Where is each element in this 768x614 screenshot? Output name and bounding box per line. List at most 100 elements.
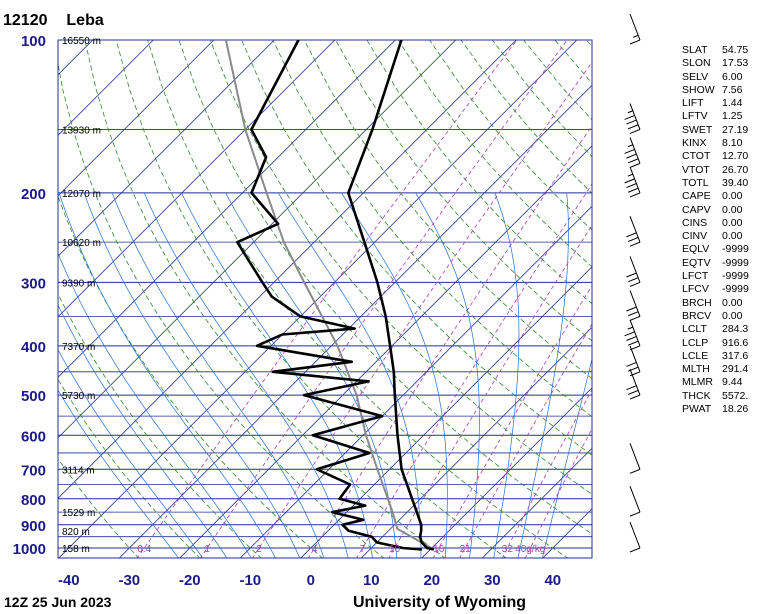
wind-barb bbox=[624, 166, 641, 198]
isotherm--70 bbox=[58, 40, 396, 378]
mixing-ratio-labels: 0.4 1 2 4 7 10 16 21 32 40g/kg bbox=[137, 544, 545, 555]
temperature-tick-label: 20 bbox=[423, 572, 440, 589]
index-name: EQTV bbox=[682, 256, 711, 269]
mixing-ratio-line-1 bbox=[199, 40, 568, 558]
index-value: 284.3 bbox=[722, 323, 749, 336]
dry-adiabat--20 bbox=[58, 378, 201, 558]
mixing-ratio-label: 16 bbox=[433, 544, 445, 555]
index-name: CAPE bbox=[682, 190, 711, 203]
index-name: BRCH bbox=[682, 296, 712, 309]
isotherm--50 bbox=[58, 40, 517, 499]
index-name: LIFT bbox=[682, 97, 704, 110]
index-name: THCK bbox=[682, 389, 711, 402]
wind-barb bbox=[629, 13, 641, 45]
isotherm--30 bbox=[118, 84, 592, 558]
index-name: VTOT bbox=[682, 163, 710, 176]
index-name: CINV bbox=[682, 230, 708, 243]
index-name: MLTH bbox=[682, 363, 710, 376]
dry-adiabat-0 bbox=[58, 195, 323, 558]
index-name: LCLE bbox=[682, 349, 709, 362]
mixing-ratio-label: 10 bbox=[389, 544, 401, 555]
index-row: LFCT -9999 bbox=[682, 270, 749, 283]
mixing-ratio-label: 0.4 bbox=[137, 544, 151, 555]
temperature-tick-label: -40 bbox=[58, 572, 80, 589]
index-row: LCLT 284.3 bbox=[682, 323, 749, 336]
index-name: LFTV bbox=[682, 110, 708, 123]
wind-barb bbox=[626, 368, 641, 400]
observation-time: 12Z 25 Jun 2023 bbox=[4, 594, 112, 610]
moist-adiabat-12 bbox=[181, 192, 373, 558]
mixing-ratio-lines bbox=[136, 40, 592, 558]
index-name: PWAT bbox=[682, 403, 712, 416]
temperature-tick-label: -10 bbox=[239, 572, 261, 589]
dry-adiabat-100 bbox=[335, 40, 592, 342]
pressure-tick-label: 600 bbox=[21, 428, 46, 445]
isotherm--90 bbox=[58, 40, 275, 257]
wind-barb bbox=[629, 521, 641, 553]
dry-adiabat--10 bbox=[58, 292, 262, 558]
plot-frame bbox=[57, 39, 593, 559]
index-row: MLMR 9.44 bbox=[682, 376, 749, 389]
moist-adiabat--8 bbox=[58, 252, 252, 558]
index-row: PWAT 18.26 bbox=[682, 403, 749, 416]
station-id: 12120 bbox=[3, 12, 48, 29]
index-row: SELV 6.00 bbox=[682, 71, 749, 84]
index-row: SLON 17.53 bbox=[682, 57, 749, 70]
index-value: 0.00 bbox=[722, 230, 743, 243]
mixing-ratio-line-4 bbox=[307, 125, 592, 558]
index-value: -9999 bbox=[722, 283, 749, 296]
index-value: 0.00 bbox=[722, 216, 743, 229]
index-value: 5572. bbox=[722, 389, 749, 402]
mixing-ratio-label: 1 bbox=[204, 544, 210, 555]
dry-adiabat-80 bbox=[272, 40, 592, 418]
isotherm--80 bbox=[58, 40, 336, 318]
height-label: 12070 m bbox=[62, 189, 101, 200]
index-value: 12.70 bbox=[722, 150, 749, 163]
wind-barb bbox=[626, 345, 641, 377]
height-label: 5730 m bbox=[62, 391, 95, 402]
isotherm--20 bbox=[179, 145, 592, 558]
wind-barbs bbox=[624, 13, 641, 553]
dry-adiabat-lines bbox=[58, 40, 592, 558]
height-label: 13930 m bbox=[62, 125, 101, 136]
mixing-ratio-label: 32 bbox=[502, 544, 514, 555]
pressure-tick-label: 900 bbox=[21, 518, 46, 535]
index-name: MLMR bbox=[682, 376, 713, 389]
mixing-ratio-line-32 bbox=[501, 389, 592, 558]
dry-adiabat-120 bbox=[397, 40, 592, 268]
source-credit: University of Wyoming bbox=[353, 594, 527, 611]
mixing-ratio-line-0.4 bbox=[136, 40, 518, 558]
index-row: TOTL 39.40 bbox=[682, 177, 749, 190]
wind-barb bbox=[626, 290, 641, 321]
index-value: 26.70 bbox=[722, 163, 749, 176]
index-value: 317.6 bbox=[722, 349, 749, 362]
index-name: BRCV bbox=[682, 309, 712, 322]
dry-adiabat--30 bbox=[58, 458, 140, 558]
index-row: SWET 27.19 bbox=[682, 124, 749, 137]
index-value: 27.19 bbox=[722, 123, 749, 136]
index-row: CTOT 12.70 bbox=[682, 150, 749, 163]
mixing-ratio-label: 7 bbox=[360, 544, 366, 555]
isotherm--110 bbox=[58, 40, 154, 136]
index-value: 54.75 bbox=[722, 44, 749, 56]
pressure-tick-label: 400 bbox=[21, 339, 46, 356]
sounding-series bbox=[224, 40, 435, 551]
index-name: CAPV bbox=[682, 203, 711, 216]
index-value: 17.53 bbox=[722, 57, 749, 70]
index-row: CINS 0.00 bbox=[682, 217, 749, 230]
mixing-ratio-label: 4 bbox=[312, 544, 318, 555]
index-row: SLAT 54.75 bbox=[682, 44, 749, 57]
pressure-tick-label: 100 bbox=[21, 33, 46, 50]
pressure-tick-label: 700 bbox=[21, 462, 46, 479]
moist-adiabat--16 bbox=[58, 349, 204, 558]
wind-barb bbox=[624, 103, 641, 134]
wind-barb bbox=[629, 485, 641, 517]
parcel-line bbox=[224, 40, 435, 551]
background-curves bbox=[58, 40, 592, 558]
index-value: 1.44 bbox=[722, 97, 743, 110]
index-name: SHOW bbox=[682, 83, 715, 96]
station-name: Leba bbox=[66, 12, 104, 29]
moist-adiabat-0 bbox=[83, 192, 301, 558]
moist-adiabat--20 bbox=[58, 389, 179, 558]
index-value: 0.00 bbox=[722, 309, 743, 322]
